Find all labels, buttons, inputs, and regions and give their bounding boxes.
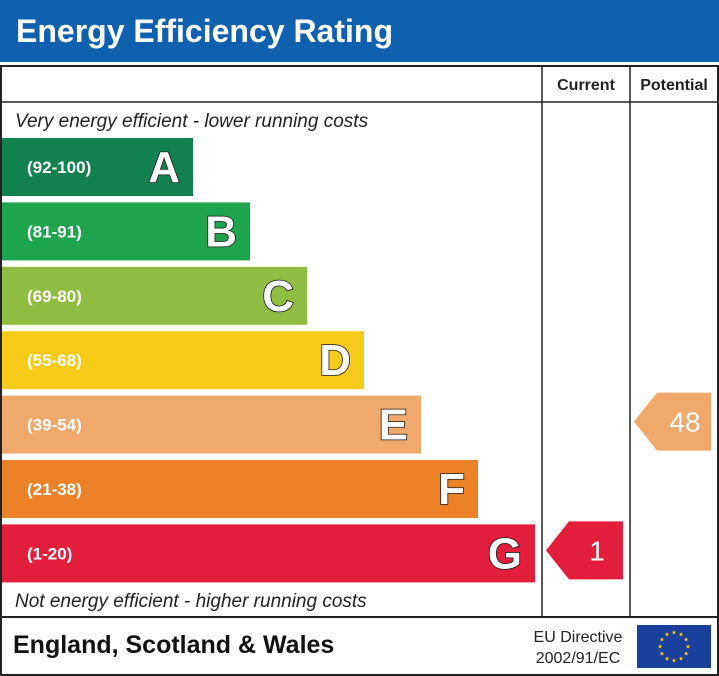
potential-column-header: Potential — [640, 77, 708, 94]
band-a-range: (92-100) — [27, 158, 91, 177]
flag-star — [678, 656, 684, 661]
flag-star — [659, 651, 665, 656]
band-g: (1-20) G — [2, 524, 535, 583]
band-g-bar — [2, 524, 535, 583]
band-a-letter: A — [148, 143, 180, 192]
band-g-range: (1-20) — [27, 544, 72, 563]
band-f: (21-38) F — [2, 460, 478, 518]
current-column-header: Current — [557, 77, 615, 94]
band-d-range: (55-68) — [27, 351, 82, 370]
band-b-bar — [2, 202, 250, 261]
band-b: (81-91) B — [2, 202, 250, 261]
flag-star — [683, 651, 689, 656]
eu-flag-icon — [637, 625, 711, 668]
page-title: Energy Efficiency Rating — [16, 13, 393, 49]
band-a-bar — [2, 138, 193, 196]
band-f-range: (21-38) — [27, 480, 82, 499]
flag-star — [685, 644, 691, 649]
band-d-letter: D — [319, 336, 351, 385]
flag-star — [678, 631, 684, 637]
band-c-range: (69-80) — [27, 287, 82, 306]
flag-star — [671, 658, 677, 663]
flag-star — [664, 656, 670, 661]
band-f-bar — [2, 460, 478, 518]
current-rating-arrow — [546, 521, 623, 580]
current-rating: 1 — [546, 521, 623, 580]
flag-star — [664, 631, 670, 637]
header-bar: Energy Efficiency Rating — [0, 0, 719, 62]
chart-frame — [0, 65, 719, 676]
region-label: England, Scotland & Wales — [13, 631, 334, 659]
band-b-range: (81-91) — [27, 222, 82, 241]
rating-bands: (92-100) A (81-91) B (69-80) C (55-68) D (39-54)… — [2, 138, 535, 583]
directive-line-1: EU Directive — [534, 629, 623, 646]
band-c: (69-80) C — [2, 266, 307, 325]
flag-star — [657, 644, 663, 649]
band-d: (55-68) D — [2, 331, 364, 390]
potential-rating-value: 48 — [669, 407, 700, 438]
band-d-bar — [2, 331, 364, 390]
flag-star — [683, 637, 689, 642]
flag-star — [659, 637, 665, 642]
current-rating-value: 1 — [589, 535, 605, 566]
band-b-letter: B — [205, 207, 237, 256]
rating-markers: 1 48 — [546, 392, 711, 580]
flag-star — [671, 630, 677, 635]
potential-rating-arrow — [634, 392, 711, 451]
band-e-bar — [2, 395, 421, 454]
band-c-bar — [2, 266, 307, 325]
potential-rating: 48 — [634, 392, 711, 451]
band-c-letter: C — [262, 272, 294, 321]
band-e-letter: E — [379, 401, 408, 450]
band-a: (92-100) A — [2, 138, 193, 196]
band-f-letter: F — [438, 465, 465, 514]
top-note: Very energy efficient - lower running co… — [15, 111, 369, 132]
band-e: (39-54) E — [2, 395, 421, 454]
band-g-letter: G — [488, 529, 522, 578]
bottom-note: Not energy efficient - higher running co… — [15, 591, 367, 612]
band-e-range: (39-54) — [27, 416, 82, 435]
directive-line-2: 2002/91/EC — [536, 650, 621, 667]
